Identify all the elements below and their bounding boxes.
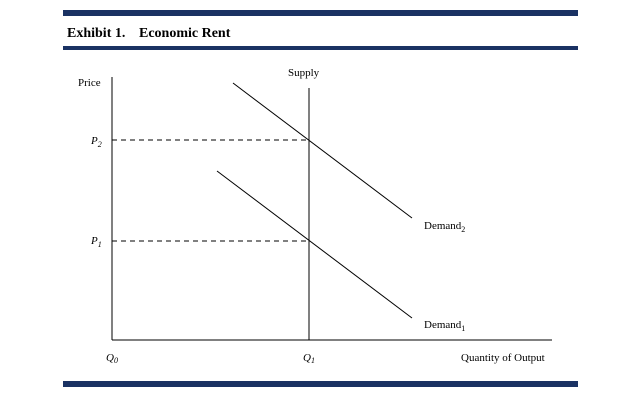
top-bar — [63, 10, 578, 16]
quantity-label: Quantity of Output — [461, 352, 545, 364]
q0-label: Q0 — [106, 352, 118, 365]
p2-sub: 2 — [98, 140, 102, 149]
p1-main: P — [90, 235, 98, 247]
q1-main: Q — [303, 352, 311, 364]
exhibit-title: Economic Rent — [139, 26, 231, 41]
demand1-label: Demand1 — [424, 319, 465, 333]
p1-label: P1 — [90, 235, 102, 249]
p1-sub: 1 — [98, 240, 102, 249]
price-label: Price — [78, 77, 101, 89]
bottom-bar — [63, 381, 578, 387]
supply-label: Supply — [288, 67, 320, 79]
q0-sub: 0 — [114, 356, 118, 365]
p2-label: P2 — [90, 135, 102, 149]
demand2-main: Demand — [424, 220, 462, 232]
demand1-sub: 1 — [461, 324, 465, 333]
q0-main: Q — [106, 352, 114, 364]
exhibit-number: Exhibit 1. — [67, 26, 125, 41]
header-rule — [63, 46, 578, 50]
demand1-main: Demand — [424, 319, 462, 331]
demand1-line — [216, 170, 413, 319]
demand2-line — [232, 82, 413, 219]
q1-sub: 1 — [311, 356, 315, 365]
p2-main: P — [90, 135, 98, 147]
demand2-label: Demand2 — [424, 220, 465, 234]
demand2-sub: 2 — [461, 225, 465, 234]
q1-label: Q1 — [303, 352, 315, 365]
